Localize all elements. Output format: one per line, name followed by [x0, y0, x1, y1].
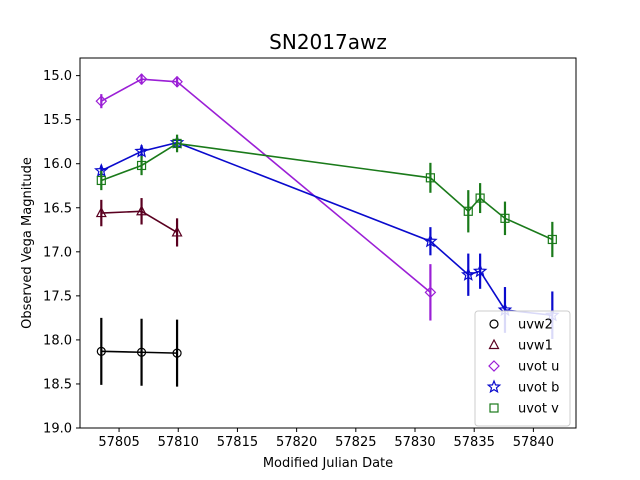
- x-tick-label: 57840: [513, 435, 554, 450]
- x-tick-label: 57805: [98, 435, 139, 450]
- data-point-uvot-u: [95, 95, 108, 108]
- data-point-uvot-v: [463, 206, 473, 216]
- y-tick-label: 16.5: [43, 201, 72, 216]
- data-point-uvot-b: [461, 267, 476, 281]
- data-point-uvot-v: [547, 234, 557, 245]
- data-point-uvot-v: [425, 173, 435, 183]
- x-axis-label: Modified Julian Date: [263, 456, 393, 471]
- data-point-uvot-v: [475, 193, 485, 203]
- series-line-uvot-u: [100, 78, 431, 293]
- x-axis: 57805 57810 57815 57820 57825 57830 57835 57840: [98, 428, 554, 450]
- y-tick-label: 18.0: [43, 333, 72, 348]
- series-uvot-u: [95, 73, 437, 321]
- data-point-uvot-u: [135, 73, 148, 85]
- legend-marker-uvot-u: [488, 360, 500, 372]
- x-tick-label: 57825: [335, 435, 376, 450]
- legend-marker-uvw2: [489, 319, 499, 329]
- data-point-uvot-b: [134, 143, 149, 158]
- data-point-uvot-v: [136, 160, 147, 171]
- series-uvot-v: [96, 134, 557, 258]
- chart-title: SN2017awz: [269, 30, 387, 54]
- y-tick-label: 17.5: [43, 289, 72, 304]
- series-uvw1: [95, 198, 183, 247]
- x-tick-label: 57810: [158, 435, 199, 450]
- data-point-uvw2: [136, 347, 147, 357]
- series-uvw2: [96, 317, 182, 387]
- legend-label-uvot-u: uvot u: [518, 360, 559, 375]
- y-tick-label: 15.0: [43, 69, 72, 84]
- x-tick-label: 57835: [454, 435, 495, 450]
- data-point-uvot-b: [423, 233, 438, 248]
- legend-label-uvw1: uvw1: [518, 339, 553, 354]
- series-line-uvw2: [101, 350, 178, 354]
- data-point-uvot-v: [96, 175, 106, 186]
- data-point-uvot-b: [472, 263, 488, 278]
- y-tick-label: 15.5: [43, 113, 72, 128]
- data-point-uvot-u: [424, 286, 437, 299]
- y-tick-label: 17.0: [43, 245, 72, 260]
- y-tick-label: 18.5: [43, 377, 72, 392]
- data-point-uvw1: [171, 226, 183, 237]
- x-tick-label: 57830: [394, 435, 435, 450]
- series-uvot-b: [94, 134, 560, 340]
- y-tick-label: 16.0: [43, 157, 72, 172]
- series-line-uvot-b: [100, 141, 553, 317]
- x-tick-label: 57815: [217, 435, 258, 450]
- x-tick-label: 57820: [276, 435, 317, 450]
- legend-label-uvot-b: uvot b: [518, 381, 559, 396]
- legend-marker-uvw1: [488, 338, 500, 350]
- legend-box: [474, 310, 571, 427]
- data-point-uvot-v: [172, 138, 182, 149]
- series-line-uvot-v: [101, 142, 553, 241]
- plot-frame: [79, 57, 577, 429]
- y-tick-label: 19.0: [43, 422, 72, 437]
- data-point-uvot-u: [171, 75, 183, 88]
- legend: uvw2 uvw1 uvot u uvot b uvot v: [474, 310, 571, 427]
- legend-marker-uvot-v: [489, 403, 499, 413]
- y-axis-label: Observed Vega Magnitude: [20, 157, 35, 329]
- legend-label-uvot-v: uvot v: [518, 402, 559, 417]
- plot-area: [94, 73, 560, 387]
- y-axis: 15.0 15.5 16.0 16.5 17.0 17.5 18.0 18.5 19.0: [43, 69, 80, 437]
- data-point-uvw1: [136, 205, 148, 216]
- legend-label-uvw2: uvw2: [518, 318, 553, 333]
- data-point-uvw2: [172, 348, 182, 358]
- data-point-uvw1: [95, 206, 107, 218]
- data-point-uvot-v: [500, 213, 510, 223]
- legend-marker-uvot-b: [486, 379, 502, 394]
- data-point-uvw2: [96, 346, 106, 356]
